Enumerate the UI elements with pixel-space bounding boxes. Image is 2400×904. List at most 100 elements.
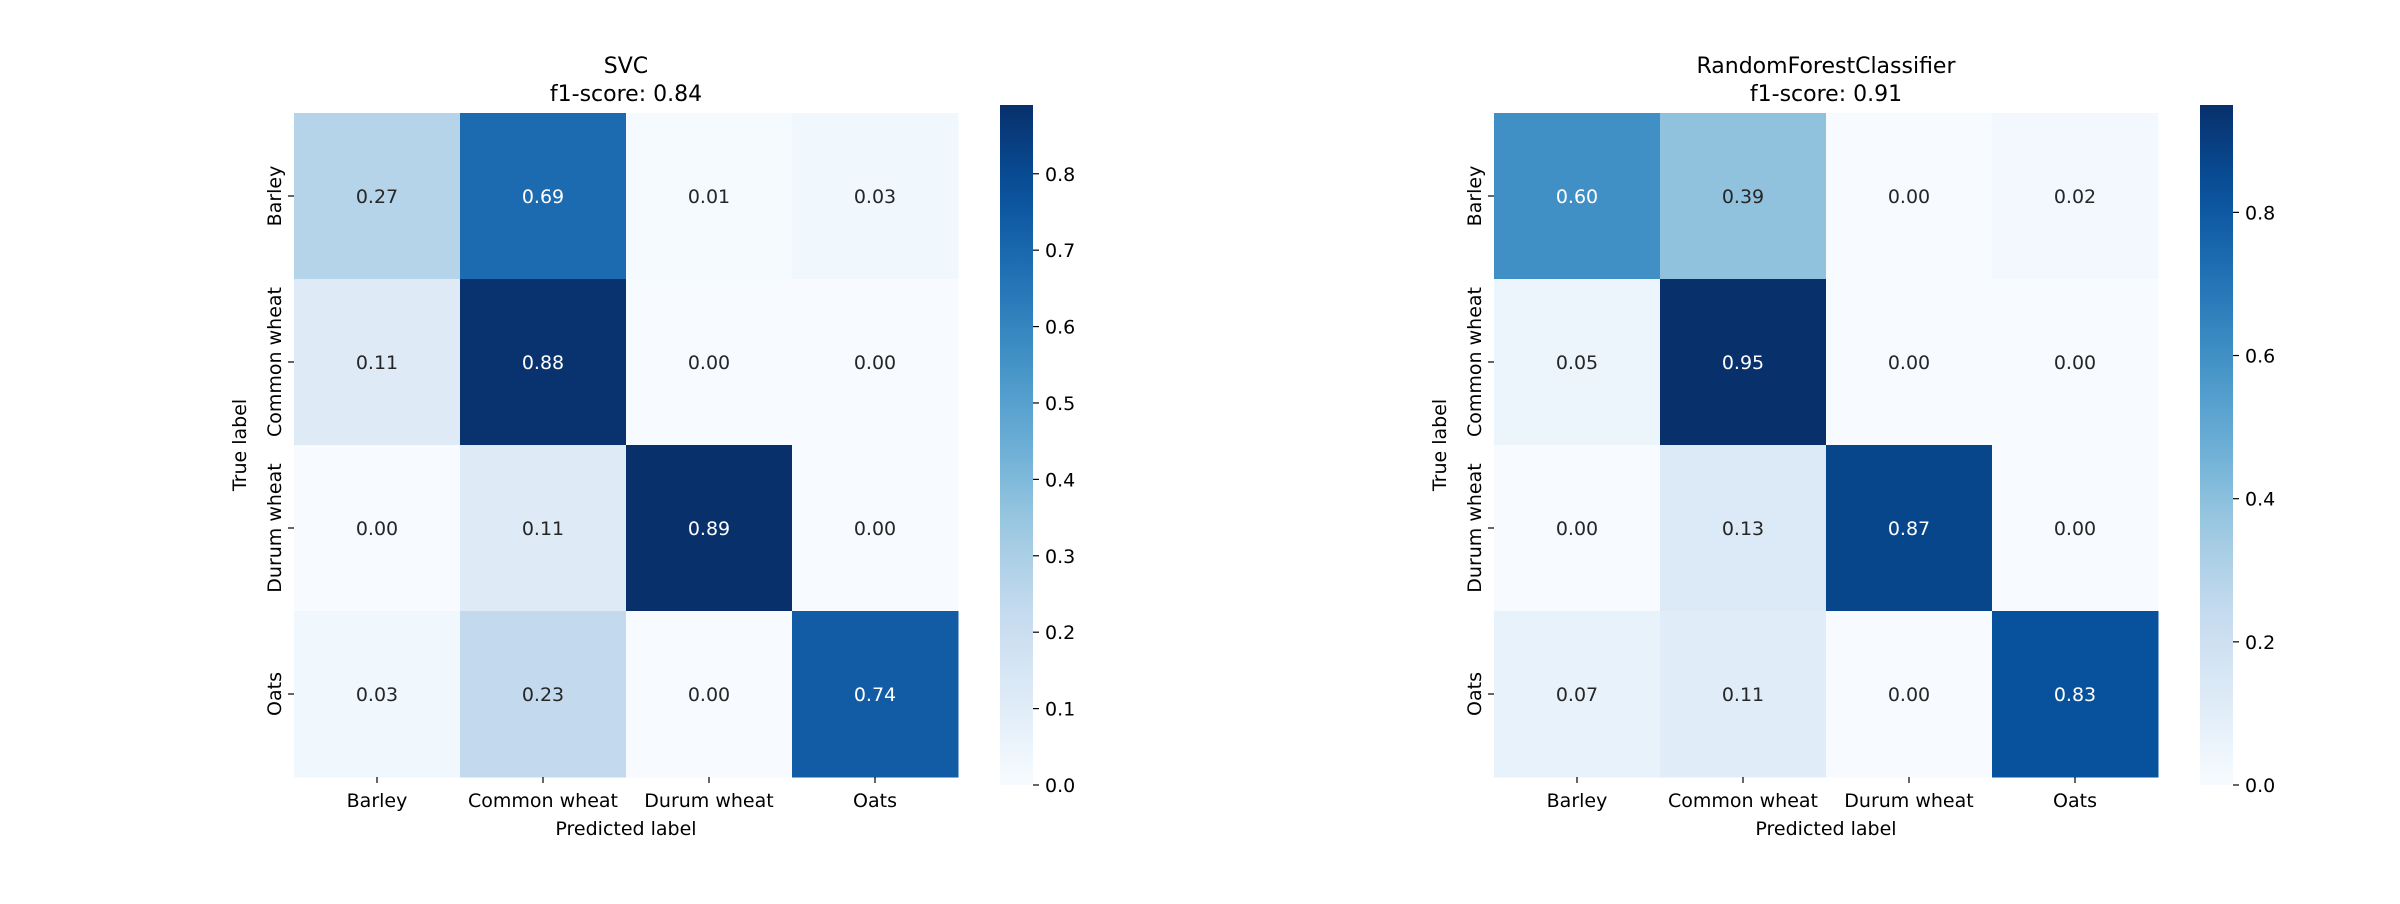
x-tick-label-durum-wheat: Durum wheat bbox=[1844, 790, 1973, 812]
y-tick-label-oats: Oats bbox=[264, 672, 286, 716]
cell-durum-wheat-barley-label: 0.00 bbox=[356, 518, 398, 540]
y-tick-label-common-wheat: Common wheat bbox=[1464, 287, 1486, 437]
colorbar-tick-label: 0.5 bbox=[1045, 393, 1075, 415]
cell-barley-common-wheat bbox=[1660, 113, 1827, 280]
svc-heatmap-chart: 0.27 0.69 0.01 0.03 0.11 0.88 0.00 0.00 0.00 0.11… bbox=[229, 54, 1075, 840]
cell-oats-barley-label: 0.07 bbox=[1556, 684, 1598, 706]
colorbar-tick-label: 0.4 bbox=[1045, 469, 1075, 491]
x-tick-label-barley: Barley bbox=[1547, 790, 1608, 812]
cell-oats-common-wheat bbox=[1660, 611, 1827, 778]
cell-common-wheat-durum-wheat bbox=[626, 279, 793, 446]
y-tick-label-barley: Barley bbox=[264, 166, 286, 227]
cell-barley-barley-label: 0.60 bbox=[1556, 186, 1598, 208]
cell-common-wheat-barley-label: 0.05 bbox=[1556, 352, 1598, 374]
cell-common-wheat-common-wheat-label: 0.88 bbox=[522, 352, 564, 374]
colorbar-tick-label: 0.6 bbox=[1045, 317, 1075, 339]
cell-oats-barley bbox=[1494, 611, 1661, 778]
cell-oats-durum-wheat-label: 0.00 bbox=[1888, 684, 1930, 706]
cell-barley-common-wheat bbox=[460, 113, 627, 280]
cell-barley-oats bbox=[1992, 113, 2159, 280]
y-tick-label-durum-wheat: Durum wheat bbox=[264, 463, 286, 592]
chart-subtitle: f1-score: 0.84 bbox=[550, 82, 702, 107]
cell-common-wheat-common-wheat bbox=[460, 279, 627, 446]
cell-oats-common-wheat-label: 0.11 bbox=[1722, 684, 1764, 706]
cell-durum-wheat-barley bbox=[294, 445, 461, 612]
random-forest-heatmap-chart: 0.60 0.39 0.00 0.02 0.05 0.95 0.00 0.00 0.00 0.13… bbox=[1429, 54, 2275, 840]
colorbar-tick-label: 0.0 bbox=[2245, 775, 2275, 797]
cell-common-wheat-oats-label: 0.00 bbox=[2054, 352, 2096, 374]
x-tick-label-common-wheat: Common wheat bbox=[1668, 790, 1818, 812]
cell-barley-barley bbox=[1494, 113, 1661, 280]
cell-oats-durum-wheat bbox=[626, 611, 793, 778]
cell-barley-durum-wheat-label: 0.00 bbox=[1888, 186, 1930, 208]
cell-durum-wheat-common-wheat bbox=[460, 445, 627, 612]
cell-common-wheat-durum-wheat bbox=[1826, 279, 1993, 446]
random-forest-confusion-matrix-panel: 0.60 0.39 0.00 0.02 0.05 0.95 0.00 0.00 0.00 0.13… bbox=[1200, 0, 2400, 900]
cell-oats-oats bbox=[1992, 611, 2159, 778]
cell-common-wheat-barley-label: 0.11 bbox=[356, 352, 398, 374]
colorbar-tick-label: 0.7 bbox=[1045, 240, 1075, 262]
colorbar-tick-label: 0.2 bbox=[2245, 632, 2275, 654]
colorbar-tick-label: 0.3 bbox=[1045, 546, 1075, 568]
cell-barley-durum-wheat-label: 0.01 bbox=[688, 186, 730, 208]
cell-barley-common-wheat-label: 0.39 bbox=[1722, 186, 1764, 208]
colorbar-tick-label: 0.2 bbox=[1045, 622, 1075, 644]
cell-barley-oats-label: 0.03 bbox=[854, 186, 896, 208]
y-tick-label-oats: Oats bbox=[1464, 672, 1486, 716]
cell-barley-common-wheat-label: 0.69 bbox=[522, 186, 564, 208]
cell-common-wheat-barley bbox=[1494, 279, 1661, 446]
cell-durum-wheat-durum-wheat bbox=[1826, 445, 1993, 612]
x-tick-label-common-wheat: Common wheat bbox=[468, 790, 618, 812]
x-axis-label: Predicted label bbox=[555, 818, 696, 840]
cell-oats-barley-label: 0.03 bbox=[356, 684, 398, 706]
cell-common-wheat-barley bbox=[294, 279, 461, 446]
cell-durum-wheat-durum-wheat-label: 0.87 bbox=[1888, 518, 1930, 540]
colorbar-tick-label: 0.6 bbox=[2245, 346, 2275, 368]
cell-durum-wheat-durum-wheat-label: 0.89 bbox=[688, 518, 730, 540]
y-tick-label-common-wheat: Common wheat bbox=[264, 287, 286, 437]
cell-barley-oats-label: 0.02 bbox=[2054, 186, 2096, 208]
cell-durum-wheat-barley-label: 0.00 bbox=[1556, 518, 1598, 540]
cell-barley-barley bbox=[294, 113, 461, 280]
chart-title: SVC bbox=[604, 54, 648, 79]
cell-oats-barley bbox=[294, 611, 461, 778]
x-tick-label-oats: Oats bbox=[2053, 790, 2097, 812]
x-tick-label-barley: Barley bbox=[347, 790, 408, 812]
cell-durum-wheat-oats bbox=[792, 445, 959, 612]
colorbar-tick-label: 0.1 bbox=[1045, 699, 1075, 721]
cell-common-wheat-oats-label: 0.00 bbox=[854, 352, 896, 374]
y-tick-label-durum-wheat: Durum wheat bbox=[1464, 463, 1486, 592]
colorbar-tick-label: 0.8 bbox=[2245, 202, 2275, 224]
cell-common-wheat-durum-wheat-label: 0.00 bbox=[688, 352, 730, 374]
colorbar-tick-label: 0.0 bbox=[1045, 775, 1075, 797]
colorbar bbox=[2200, 105, 2233, 785]
cell-barley-barley-label: 0.27 bbox=[356, 186, 398, 208]
cell-durum-wheat-common-wheat bbox=[1660, 445, 1827, 612]
cell-common-wheat-oats bbox=[792, 279, 959, 446]
cell-barley-oats bbox=[792, 113, 959, 280]
cell-oats-oats bbox=[792, 611, 959, 778]
cell-common-wheat-common-wheat bbox=[1660, 279, 1827, 446]
cell-durum-wheat-oats-label: 0.00 bbox=[854, 518, 896, 540]
cell-oats-oats-label: 0.74 bbox=[854, 684, 896, 706]
cell-durum-wheat-common-wheat-label: 0.13 bbox=[1722, 518, 1764, 540]
cell-common-wheat-durum-wheat-label: 0.00 bbox=[1888, 352, 1930, 374]
cell-oats-common-wheat bbox=[460, 611, 627, 778]
colorbar-tick-label: 0.8 bbox=[1045, 164, 1075, 186]
svc-confusion-matrix-panel: 0.27 0.69 0.01 0.03 0.11 0.88 0.00 0.00 0.00 0.11… bbox=[0, 0, 1200, 900]
cell-durum-wheat-barley bbox=[1494, 445, 1661, 612]
cell-durum-wheat-oats-label: 0.00 bbox=[2054, 518, 2096, 540]
cell-oats-common-wheat-label: 0.23 bbox=[522, 684, 564, 706]
cell-oats-durum-wheat-label: 0.00 bbox=[688, 684, 730, 706]
chart-title: RandomForestClassifier bbox=[1696, 54, 1956, 79]
cell-common-wheat-common-wheat-label: 0.95 bbox=[1722, 352, 1764, 374]
x-tick-label-oats: Oats bbox=[853, 790, 897, 812]
cell-durum-wheat-common-wheat-label: 0.11 bbox=[522, 518, 564, 540]
cell-durum-wheat-oats bbox=[1992, 445, 2159, 612]
y-tick-label-barley: Barley bbox=[1464, 166, 1486, 227]
cell-oats-durum-wheat bbox=[1826, 611, 1993, 778]
y-axis-label: True label bbox=[229, 399, 251, 492]
cell-common-wheat-oats bbox=[1992, 279, 2159, 446]
cell-barley-durum-wheat bbox=[1826, 113, 1993, 280]
x-axis-label: Predicted label bbox=[1755, 818, 1896, 840]
